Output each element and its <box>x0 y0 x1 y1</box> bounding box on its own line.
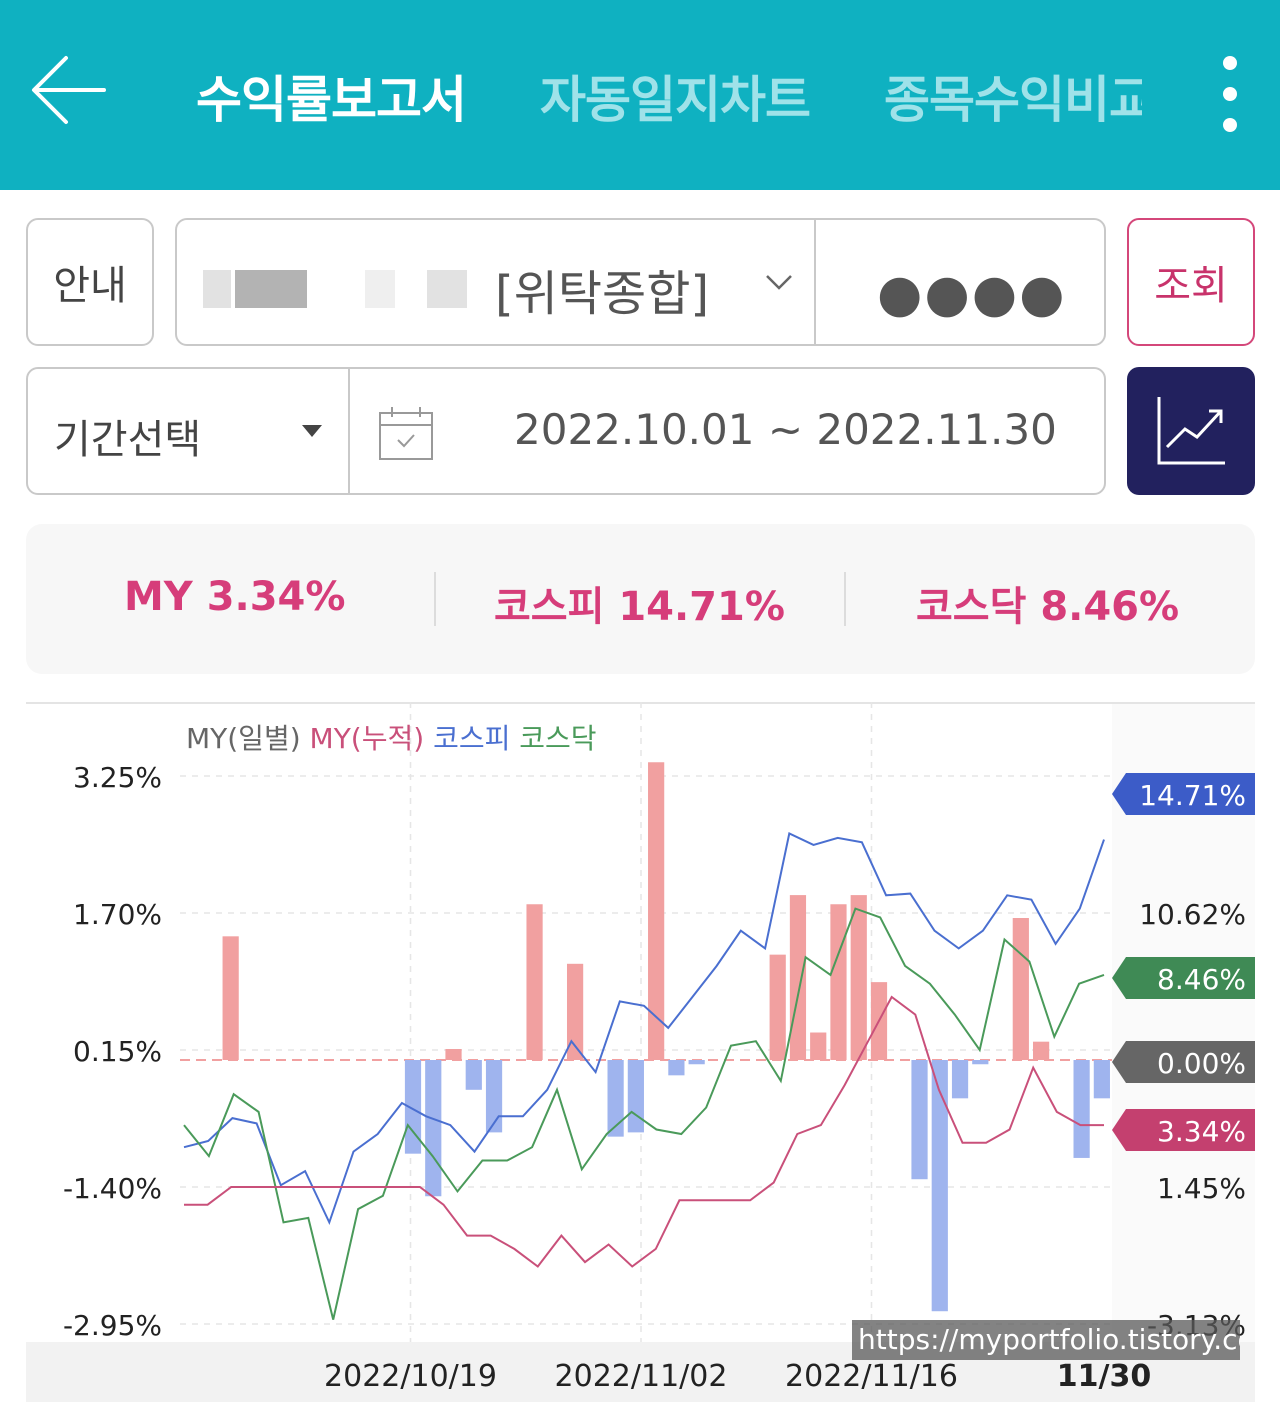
y-axis-tick-label: 0.15% <box>73 1035 162 1068</box>
password-field[interactable]: ●●●● <box>877 264 1067 324</box>
daily-return-bar <box>425 1060 442 1197</box>
legend-item: MY(일별) <box>186 722 301 755</box>
return-summary: MY 3.34% 코스피 14.71% 코스닥 8.46% <box>26 524 1255 674</box>
right-axis-tick-label: 1.45% <box>1157 1172 1246 1205</box>
guide-button[interactable]: 안내 <box>26 218 154 346</box>
end-value-label: 0.00% <box>1157 1047 1246 1080</box>
date-range-field[interactable]: 2022.10.01 ~ 2022.11.30 <box>514 405 1057 454</box>
kosdaq-return: 코스닥 8.46% <box>916 584 1180 630</box>
end-value-tag <box>1112 1109 1255 1151</box>
account-number-mask <box>203 270 231 308</box>
daily-return-bar <box>627 1060 644 1133</box>
return-chart-svg: MY(일별) MY(누적) 코스피 코스닥 3.25% 1.70% 0.15% -1.4… <box>26 702 1255 1402</box>
tab-auto-journal-chart[interactable]: 자동일지차트 <box>540 71 811 129</box>
end-value-tag <box>1112 1041 1255 1083</box>
kospi-return: 코스피 14.71% <box>494 584 785 630</box>
daily-return-bar <box>445 1049 462 1060</box>
return-chart[interactable]: MY(일별) MY(누적) 코스피 코스닥 3.25% 1.70% 0.15% -1.4… <box>26 702 1255 1402</box>
daily-return-bar <box>1073 1060 1090 1158</box>
account-number-mask <box>365 270 395 308</box>
my-cumulative-line <box>184 995 1104 1268</box>
more-vertical-icon[interactable] <box>1212 52 1248 136</box>
my-return: MY 3.34% <box>124 574 346 620</box>
daily-return-bar <box>931 1060 948 1312</box>
right-axis-tick-label: 10.62% <box>1139 898 1246 931</box>
y-axis-tick-label: 3.25% <box>73 761 162 794</box>
line-chart-icon <box>1157 397 1225 465</box>
period-select-row: 기간선택 2022.10.01 ~ 2022.11.30 <box>26 367 1106 495</box>
daily-return-bar <box>526 904 543 1060</box>
chart-view-button[interactable] <box>1127 367 1255 495</box>
daily-return-bar <box>850 895 867 1060</box>
daily-return-bar <box>1012 918 1029 1060</box>
daily-return-bar <box>830 904 847 1060</box>
daily-return-bar <box>951 1060 969 1099</box>
divider <box>844 572 846 626</box>
daily-return-bar <box>222 936 239 1060</box>
daily-return-bar <box>1032 1041 1050 1060</box>
end-value-label: 8.46% <box>1157 963 1246 996</box>
end-value-label: 14.71% <box>1139 779 1246 812</box>
legend-item: 코스피 <box>424 722 510 755</box>
daily-return-bar <box>465 1060 482 1090</box>
watermark: https://myportfolio.tistory.com <box>852 1320 1240 1360</box>
daily-return-bar <box>566 963 584 1060</box>
tab-stock-return-compare[interactable]: 종목수익비교 <box>884 71 1142 129</box>
end-value-tag <box>1112 773 1255 815</box>
tab-return-report[interactable]: 수익률보고서 <box>196 71 467 129</box>
x-axis-tick-label: 2022/10/19 <box>324 1359 497 1394</box>
daily-return-bar <box>648 762 665 1060</box>
daily-return-bar <box>485 1060 503 1133</box>
daily-return-bar <box>404 1060 422 1154</box>
app-header: 수익률보고서 자동일지차트 종목수익비교 <box>0 0 1280 190</box>
period-select-label[interactable]: 기간선택 <box>54 417 202 463</box>
daily-return-bar <box>769 954 786 1060</box>
divider <box>434 572 436 626</box>
daily-return-bar <box>810 1032 827 1060</box>
divider <box>814 220 816 344</box>
daily-return-bar <box>607 1060 624 1137</box>
end-value-label: 3.34% <box>1157 1115 1246 1148</box>
legend-item: 코스닥 <box>510 722 596 755</box>
caret-down-icon[interactable] <box>302 425 322 437</box>
arrow-left-icon[interactable] <box>28 52 108 128</box>
y-axis-tick-label: -1.40% <box>63 1172 162 1205</box>
y-axis-tick-label: 1.70% <box>73 898 162 931</box>
daily-return-bar <box>789 895 807 1060</box>
calendar-icon[interactable] <box>378 405 434 461</box>
kospi-line <box>183 832 1105 1226</box>
account-number-mask <box>427 270 467 308</box>
daily-return-bar <box>668 1060 685 1076</box>
kosdaq-line <box>183 907 1105 1320</box>
x-axis-tick-label: 2022/11/02 <box>555 1359 728 1394</box>
legend-item: MY(누적) <box>301 722 425 755</box>
daily-return-bar <box>1093 1060 1110 1099</box>
x-axis-tick-label: 11/30 <box>1057 1359 1151 1394</box>
chart-legend: MY(일별) MY(누적) 코스피 코스닥 <box>186 722 597 755</box>
account-type-label: [위탁종합] <box>495 266 710 322</box>
query-button[interactable]: 조회 <box>1127 218 1255 346</box>
end-value-tag <box>1112 957 1255 999</box>
daily-return-bar <box>972 1060 989 1065</box>
account-select[interactable]: [위탁종합] ●●●● <box>175 218 1106 346</box>
daily-return-bar <box>688 1060 705 1065</box>
y-axis-tick-label: -2.95% <box>63 1309 162 1342</box>
divider <box>348 369 350 493</box>
daily-return-bar <box>911 1060 928 1180</box>
tab-stock-return-compare-wrapper: 종목수익비교 <box>880 50 1142 130</box>
account-number-mask <box>235 270 307 308</box>
x-axis-tick-label: 2022/11/16 <box>785 1359 958 1394</box>
chevron-down-icon[interactable] <box>765 272 793 292</box>
